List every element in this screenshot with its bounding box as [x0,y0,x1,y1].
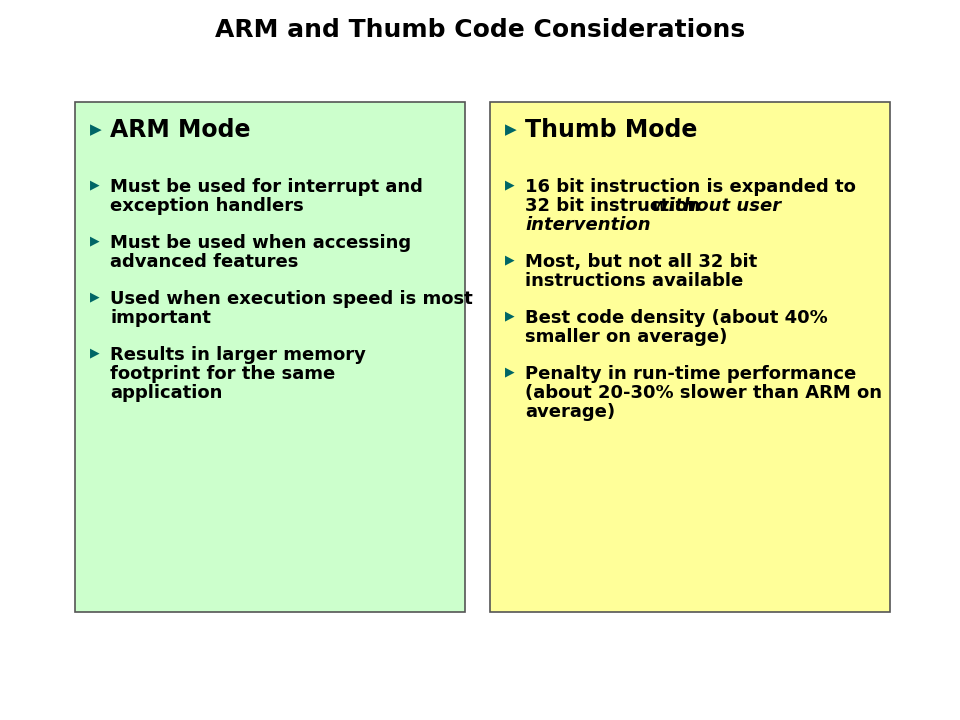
Text: without user: without user [652,197,781,215]
Text: Must be used for interrupt and: Must be used for interrupt and [110,178,422,196]
Text: average): average) [525,403,615,421]
Text: application: application [110,384,223,402]
Text: ARM Mode: ARM Mode [110,118,251,142]
Text: instructions available: instructions available [525,272,743,290]
Text: (about 20-30% slower than ARM on: (about 20-30% slower than ARM on [525,384,882,402]
Text: Penalty in run-time performance: Penalty in run-time performance [525,365,856,383]
Text: ▶: ▶ [90,290,100,303]
Text: ▶: ▶ [505,253,515,266]
Text: ▶: ▶ [90,234,100,247]
Text: ▶: ▶ [505,365,515,378]
Text: important: important [110,309,211,327]
Text: Most, but not all 32 bit: Most, but not all 32 bit [525,253,757,271]
Text: ARM and Thumb Code Considerations: ARM and Thumb Code Considerations [215,18,745,42]
Text: ▶: ▶ [505,122,516,138]
Text: exception handlers: exception handlers [110,197,303,215]
Text: advanced features: advanced features [110,253,299,271]
Text: ▶: ▶ [90,178,100,191]
Text: 16 bit instruction is expanded to: 16 bit instruction is expanded to [525,178,856,196]
Text: ▶: ▶ [90,122,102,138]
Text: ▶: ▶ [505,309,515,322]
Text: Best code density (about 40%: Best code density (about 40% [525,309,828,327]
Text: ▶: ▶ [505,178,515,191]
Text: Results in larger memory: Results in larger memory [110,346,366,364]
Text: ▶: ▶ [90,346,100,359]
FancyBboxPatch shape [490,102,890,612]
Text: Must be used when accessing: Must be used when accessing [110,234,411,252]
Text: Used when execution speed is most: Used when execution speed is most [110,290,472,308]
Text: 32 bit instruction: 32 bit instruction [525,197,707,215]
FancyBboxPatch shape [75,102,465,612]
Text: intervention: intervention [525,216,651,234]
Text: footprint for the same: footprint for the same [110,365,335,383]
Text: smaller on average): smaller on average) [525,328,728,346]
Text: Thumb Mode: Thumb Mode [525,118,697,142]
